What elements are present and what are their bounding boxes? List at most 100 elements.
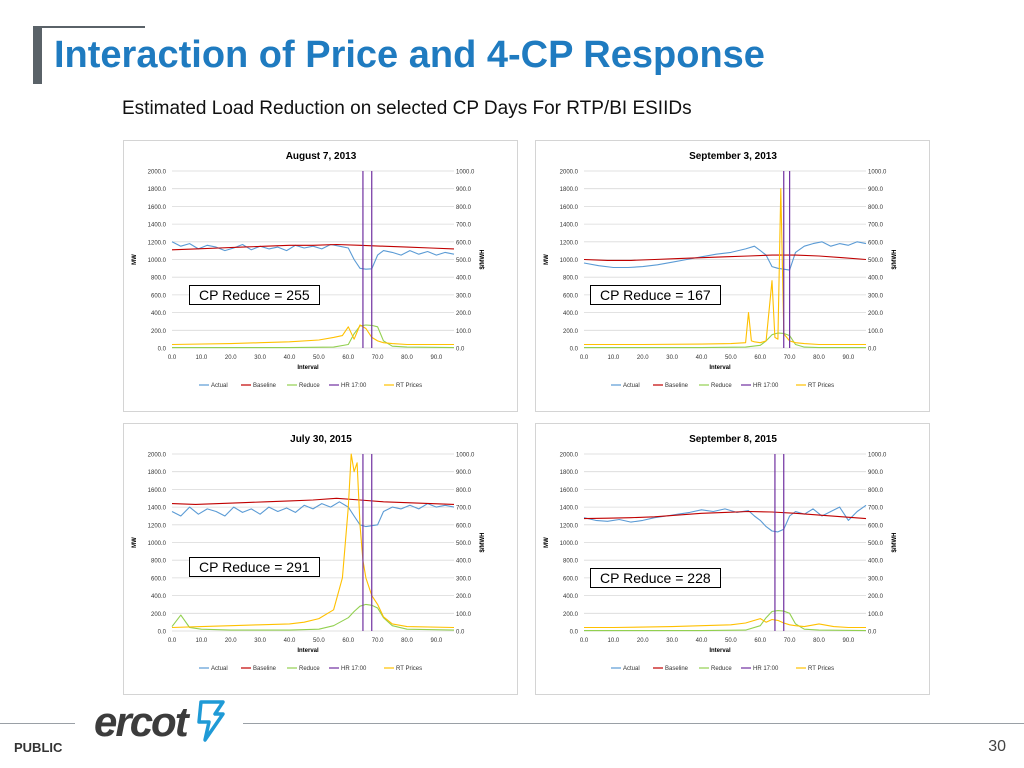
chart-title: July 30, 2015 — [290, 434, 352, 445]
y-tick-label: 200.0 — [151, 329, 167, 335]
y2-tick-label: 600.0 — [456, 523, 472, 529]
chart-svg: September 8, 2015 0.0 200.0 400.0 600.0 800.0… — [544, 434, 898, 672]
y2-tick-label: 800.0 — [456, 205, 472, 211]
y2-tick-label: 800.0 — [456, 488, 472, 494]
callout-cp-reduce-aug-2013: CP Reduce = 255 — [189, 285, 320, 305]
ercot-logo-text: ercot — [94, 698, 189, 745]
y2-tick-label: 700.0 — [868, 223, 884, 229]
y-tick-label: 1800.0 — [560, 470, 579, 476]
x-tick-label: 0.0 — [168, 355, 177, 361]
y-tick-label: 2000.0 — [148, 453, 167, 459]
legend-entry: Baseline — [253, 383, 277, 389]
y2-tick-label: 700.0 — [456, 223, 472, 229]
y-tick-label: 1200.0 — [148, 240, 167, 246]
y-tick-label: 1000.0 — [148, 258, 167, 264]
legend-entry: Baseline — [253, 666, 277, 672]
x-axis-label: Interval — [297, 365, 319, 371]
series-line-reduce — [172, 324, 455, 349]
footer-divider-right — [243, 723, 1024, 724]
y2-tick-label: 1000.0 — [868, 170, 887, 176]
x-tick-label: 70.0 — [372, 638, 384, 644]
y2-tick-label: 200.0 — [456, 311, 472, 317]
y-tick-label: 200.0 — [151, 612, 167, 618]
chart-september-3-2013: September 3, 2013 0.0 200.0 400.0 600.0 800.0… — [535, 140, 930, 412]
y2-tick-label: 300.0 — [868, 576, 884, 582]
y-tick-label: 1600.0 — [148, 205, 167, 211]
y-tick-label: 600.0 — [151, 576, 167, 582]
chart-svg: September 3, 2013 0.0 200.0 400.0 600.0 800.0… — [544, 151, 898, 389]
y-tick-label: 400.0 — [151, 594, 167, 600]
callout-cp-reduce-sep-2013: CP Reduce = 167 — [590, 285, 721, 305]
footer-divider-left — [0, 723, 75, 724]
y-tick-label: 800.0 — [151, 276, 167, 282]
x-tick-label: 70.0 — [784, 355, 796, 361]
x-tick-label: 90.0 — [431, 638, 443, 644]
x-axis-label: Interval — [297, 648, 319, 654]
x-tick-label: 60.0 — [342, 355, 354, 361]
series-line-baseline — [583, 254, 867, 261]
y-tick-label: 1200.0 — [560, 240, 579, 246]
x-tick-label: 0.0 — [168, 638, 177, 644]
series-line-baseline — [171, 243, 455, 251]
series-line-reduce — [584, 610, 867, 632]
x-tick-label: 80.0 — [401, 355, 413, 361]
chart-title: August 7, 2013 — [286, 151, 357, 162]
y2-tick-label: 100.0 — [456, 612, 472, 618]
y-axis-label: MW — [544, 254, 550, 265]
y2-tick-label: 600.0 — [868, 240, 884, 246]
chart-title: September 3, 2013 — [689, 151, 777, 162]
legend-entry: Baseline — [665, 666, 689, 672]
legend-entry: HR 17:00 — [341, 666, 367, 672]
legend-entry: Actual — [211, 666, 228, 672]
ercot-logo: ercot — [94, 698, 227, 745]
y2-tick-label: 500.0 — [456, 258, 472, 264]
y-tick-label: 1400.0 — [560, 506, 579, 512]
series-line-actual — [583, 504, 867, 533]
x-tick-label: 90.0 — [843, 638, 855, 644]
y-axis-label: MW — [544, 537, 550, 548]
y2-tick-label: 0.0 — [868, 347, 877, 353]
x-tick-label: 80.0 — [401, 638, 413, 644]
x-tick-label: 10.0 — [608, 355, 620, 361]
series-line-rt-prices — [171, 324, 454, 346]
footer-public-label: PUBLIC — [14, 740, 63, 755]
x-tick-label: 40.0 — [284, 638, 296, 644]
y2-tick-label: 500.0 — [868, 541, 884, 547]
y2-tick-label: 1000.0 — [456, 453, 475, 459]
legend-entry: Actual — [623, 383, 640, 389]
y-tick-label: 1200.0 — [148, 523, 167, 529]
x-tick-label: 60.0 — [342, 638, 354, 644]
y-tick-label: 200.0 — [563, 612, 579, 618]
x-tick-label: 40.0 — [696, 355, 708, 361]
y2-tick-label: 700.0 — [868, 506, 884, 512]
y-tick-label: 1800.0 — [560, 187, 579, 193]
x-tick-label: 10.0 — [196, 355, 208, 361]
y2-tick-label: 300.0 — [868, 293, 884, 299]
x-tick-label: 20.0 — [225, 355, 237, 361]
legend-entry: HR 17:00 — [753, 383, 779, 389]
y2-tick-label: 700.0 — [456, 506, 472, 512]
y2-tick-label: 300.0 — [456, 576, 472, 582]
y2-tick-label: 400.0 — [868, 276, 884, 282]
legend-entry: HR 17:00 — [341, 383, 367, 389]
y-tick-label: 1000.0 — [560, 541, 579, 547]
y-tick-label: 800.0 — [151, 559, 167, 565]
x-tick-label: 30.0 — [666, 355, 678, 361]
x-tick-label: 80.0 — [813, 638, 825, 644]
y-tick-label: 800.0 — [563, 276, 579, 282]
x-tick-label: 50.0 — [313, 638, 325, 644]
x-tick-label: 0.0 — [580, 355, 589, 361]
legend-entry: RT Prices — [396, 666, 422, 672]
y-axis-label: MW — [132, 537, 138, 548]
legend-entry: RT Prices — [808, 666, 834, 672]
y2-tick-label: 0.0 — [456, 630, 465, 636]
legend-entry: RT Prices — [808, 383, 834, 389]
x-tick-label: 20.0 — [225, 638, 237, 644]
legend-entry: Actual — [211, 383, 228, 389]
y2-tick-label: 900.0 — [868, 470, 884, 476]
x-tick-label: 30.0 — [254, 355, 266, 361]
x-tick-label: 50.0 — [725, 355, 737, 361]
chart-september-8-2015: September 8, 2015 0.0 200.0 400.0 600.0 800.0… — [535, 423, 930, 695]
y-tick-label: 400.0 — [563, 594, 579, 600]
y2-axis-label: $/MWH — [480, 250, 486, 270]
